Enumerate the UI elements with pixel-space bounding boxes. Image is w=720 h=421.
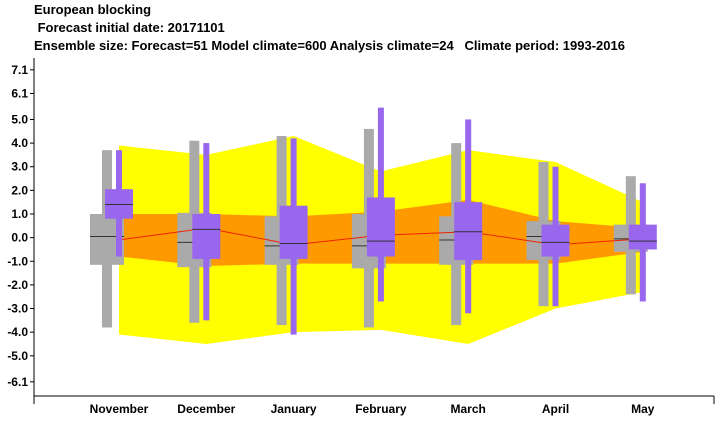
y-tick-label: 1.0 <box>11 207 28 221</box>
y-tick-label: 0.0 <box>11 231 28 245</box>
y-tick-label: 6.1 <box>11 86 28 100</box>
x-tick-label: November <box>90 402 149 416</box>
x-tick-label: May <box>631 402 655 416</box>
forecast-date-label: Forecast initial date: 20171101 <box>34 20 225 35</box>
x-tick-label: March <box>451 402 486 416</box>
x-tick-label: February <box>355 402 407 416</box>
y-tick-label: -6.1 <box>7 375 28 389</box>
forecast-box <box>279 205 308 259</box>
forecast-box <box>366 197 395 257</box>
y-tick-label: 4.0 <box>11 136 28 150</box>
forecast-box <box>192 214 221 259</box>
forecast-box <box>454 202 483 261</box>
y-tick-label: -4.0 <box>7 325 28 339</box>
y-tick-label: 7.1 <box>11 63 28 77</box>
y-tick-label: -3.0 <box>7 302 28 316</box>
y-tick-label: 3.0 <box>11 160 28 174</box>
y-tick-label: -1.0 <box>7 254 28 268</box>
ensemble-info-label: Ensemble size: Forecast=51 Model climate… <box>34 38 625 53</box>
box-plots <box>90 107 657 335</box>
y-tick-label: -2.0 <box>7 278 28 292</box>
x-tick-label: April <box>542 402 569 416</box>
y-tick-label: 5.0 <box>11 112 28 126</box>
chart-title: European blocking <box>34 2 152 17</box>
axes: 7.1 6.1 5.0 4.0 3.0 2.0 1.0 0.0 -1.0 -2.0 -3.0 -4.0… <box>7 58 715 416</box>
y-tick-label: 2.0 <box>11 183 28 197</box>
forecast-box <box>105 189 133 219</box>
x-tick-label: January <box>271 402 317 416</box>
x-tick-label: December <box>177 402 235 416</box>
forecast-box <box>541 224 570 257</box>
y-tick-label: -5.0 <box>7 349 28 363</box>
forecast-box <box>628 224 657 250</box>
